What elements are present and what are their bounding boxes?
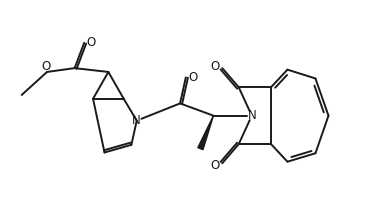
Text: O: O (210, 159, 219, 172)
Polygon shape (198, 116, 214, 150)
Text: O: O (210, 60, 219, 73)
Text: N: N (132, 114, 141, 127)
Text: O: O (42, 60, 51, 73)
Text: O: O (86, 36, 96, 49)
Text: N: N (247, 109, 256, 122)
Text: O: O (188, 71, 197, 84)
